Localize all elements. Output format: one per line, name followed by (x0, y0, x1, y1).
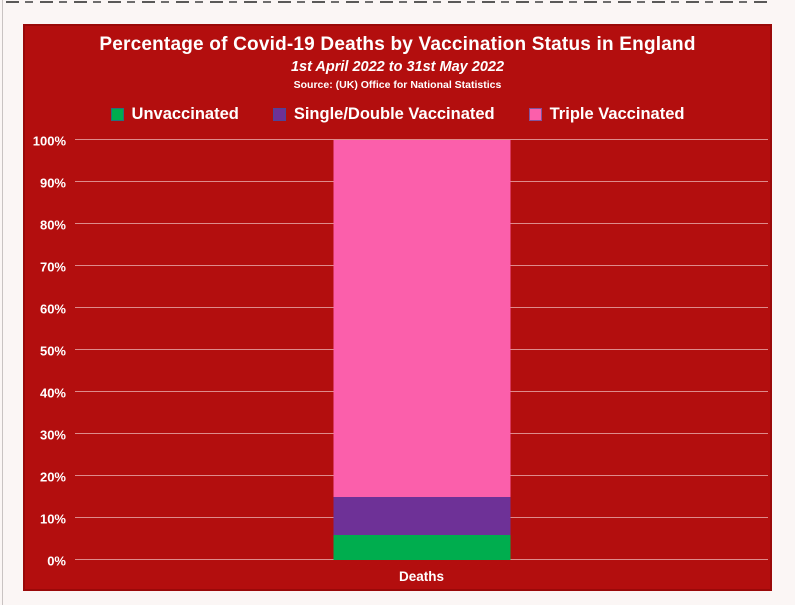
bar-segment-unvaccinated (333, 534, 510, 560)
bar-segment-triple-vaccinated (333, 140, 510, 498)
legend-label-triple-vaccinated: Triple Vaccinated (549, 104, 685, 123)
screenshot-left-edge-artifact (2, 0, 3, 605)
y-tick-label-40: 40% (39, 385, 66, 400)
y-tick-label-80: 80% (39, 217, 66, 232)
legend-label-unvaccinated: Unvaccinated (131, 104, 239, 123)
chart-source-note: Source: (UK) Office for National Statist… (293, 79, 502, 91)
y-tick-label-90: 90% (39, 175, 66, 190)
legend-label-single-double-vaccinated: Single/Double Vaccinated (293, 104, 495, 123)
y-tick-label-70: 70% (39, 259, 66, 274)
legend-item-single-double-vaccinated: Single/Double Vaccinated (272, 104, 495, 124)
chart-legend: Unvaccinated Single/Double Vaccinated Trip… (25, 104, 770, 124)
legend-swatch-unvaccinated (110, 107, 124, 121)
y-tick-label-100: 100% (32, 133, 66, 148)
y-tick-label-20: 20% (39, 469, 66, 484)
legend-swatch-single-double-vaccinated (272, 107, 286, 121)
y-tick-label-10: 10% (39, 511, 66, 526)
legend-item-unvaccinated: Unvaccinated (110, 104, 239, 124)
y-tick-label-60: 60% (39, 301, 66, 316)
screenshot-top-edge-artifact (6, 1, 767, 3)
bar-segment-single-double-vaccinated (333, 497, 510, 535)
chart-subtitle: 1st April 2022 to 31st May 2022 (290, 59, 505, 75)
legend-item-triple-vaccinated: Triple Vaccinated (528, 104, 685, 124)
y-tick-label-0: 0% (47, 553, 66, 568)
chart-title: Percentage of Covid-19 Deaths by Vaccina… (99, 34, 696, 55)
y-tick-label-30: 30% (39, 427, 66, 442)
chart-panel: Percentage of Covid-19 Deaths by Vaccina… (23, 24, 772, 591)
y-tick-label-50: 50% (39, 343, 66, 358)
stacked-bar-deaths (333, 140, 510, 560)
legend-swatch-triple-vaccinated (528, 107, 542, 121)
x-axis-category-label: Deaths (398, 569, 445, 584)
plot-area: Deaths 0% 10% 20% 30% 40% 50% 60% 70% 80% 90% 100% (33, 133, 768, 584)
gridline-100 (75, 139, 768, 140)
